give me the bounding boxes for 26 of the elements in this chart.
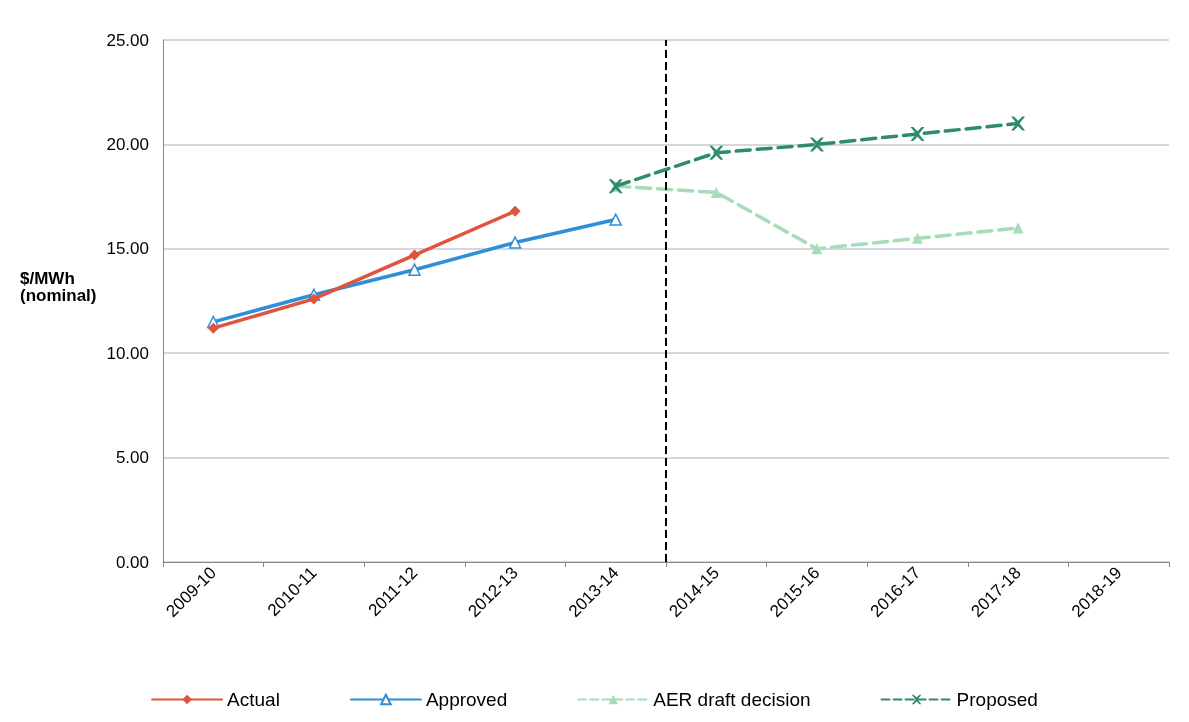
y-tick-label: 0.00 <box>115 552 149 572</box>
point <box>811 243 823 255</box>
point <box>409 249 420 261</box>
y-tick-label: 10.00 <box>106 343 149 363</box>
legend-label: Proposed <box>956 689 1038 710</box>
legend-label: Actual <box>227 689 280 710</box>
point <box>709 145 724 160</box>
y-axis-title: $/MWh (nominal) <box>20 269 97 305</box>
y-tick-label: 5.00 <box>115 448 149 468</box>
y-tick-label: 25.00 <box>106 30 149 50</box>
point <box>308 293 320 305</box>
point <box>1011 116 1026 131</box>
point <box>1012 222 1024 234</box>
legend-label: Approved <box>425 689 508 710</box>
point <box>509 205 521 217</box>
point <box>609 213 622 226</box>
y-tick-label: 20.00 <box>106 134 149 154</box>
point <box>910 126 925 141</box>
y-tick-label: 15.00 <box>106 239 149 259</box>
point <box>809 137 824 152</box>
point <box>912 232 923 244</box>
point <box>408 263 421 276</box>
point <box>207 322 219 334</box>
point <box>710 186 722 198</box>
legend-label: AER draft decision <box>653 689 811 710</box>
point <box>508 236 522 249</box>
